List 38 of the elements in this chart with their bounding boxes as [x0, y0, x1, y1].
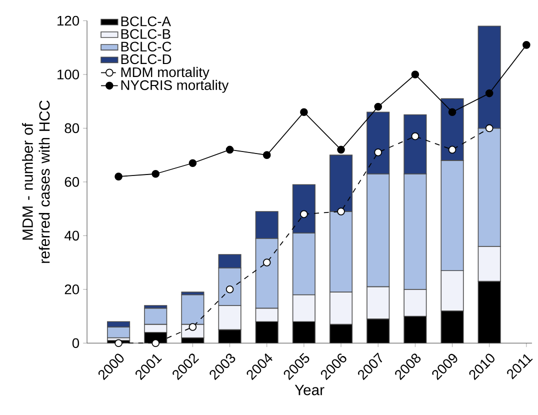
point [114, 339, 122, 347]
point [411, 132, 420, 140]
legend-label: BCLC-A [121, 16, 171, 26]
point [300, 108, 308, 116]
y-tick-label: 0 [72, 338, 80, 348]
legend-label: NYCRIS mortality [121, 80, 229, 93]
point [152, 170, 160, 178]
point [485, 89, 494, 98]
point [411, 70, 420, 78]
point [337, 207, 345, 216]
y-tick-label: 40 [64, 230, 80, 240]
point [448, 146, 456, 154]
y-axis-title: MDM - number of referred cases with HCC [22, 100, 50, 263]
point [374, 102, 382, 110]
point [374, 148, 382, 156]
point [114, 172, 122, 180]
legend-label: BCLC-D [121, 54, 172, 64]
y-tick-label: 20 [64, 284, 80, 294]
point [226, 146, 234, 154]
y-tick-label: 100 [58, 69, 80, 80]
legend-label: BCLC-C [121, 42, 172, 52]
point [448, 108, 456, 116]
point [262, 258, 271, 266]
point [337, 146, 345, 154]
y-tick-label: 60 [64, 176, 80, 187]
point [188, 159, 197, 167]
y-tick-label: 120 [58, 16, 80, 26]
point [522, 40, 530, 49]
point [262, 151, 271, 159]
point [485, 124, 494, 132]
legend-label: BCLC-B [121, 28, 170, 39]
point [226, 285, 234, 294]
point [188, 322, 197, 331]
point [152, 339, 160, 347]
y-tick-label: 80 [64, 123, 80, 133]
point [300, 210, 308, 218]
x-axis-title: Year [294, 384, 324, 396]
legend-label: MDM mortality [121, 66, 210, 80]
